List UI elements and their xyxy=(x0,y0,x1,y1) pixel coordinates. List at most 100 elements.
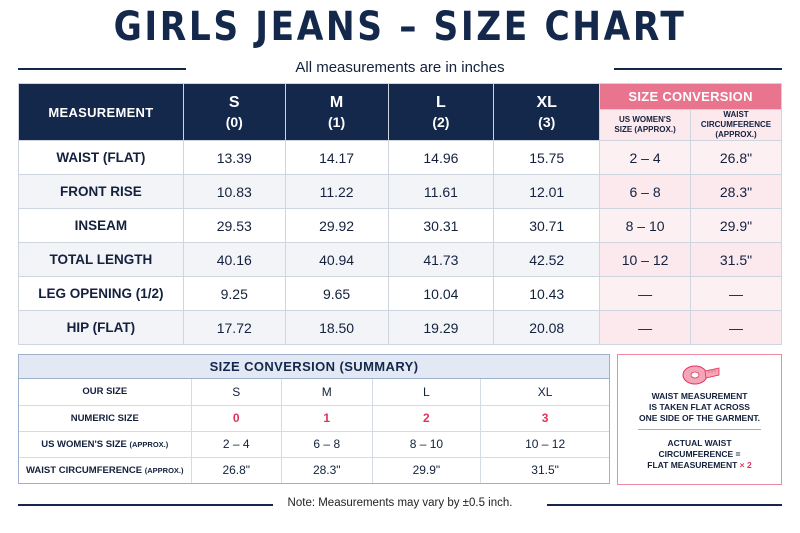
table-cell: S xyxy=(190,379,282,405)
table-cell: 11.61 xyxy=(387,174,495,209)
table-cell: 26.8" xyxy=(190,456,282,483)
row-label: WAIST (FLAT) xyxy=(18,140,184,175)
size-letter: S xyxy=(228,94,240,111)
table-cell: 0 xyxy=(190,404,282,431)
us-size-cell: 8 – 10 xyxy=(599,208,691,243)
table-row: INSEAM 29.53 29.92 30.31 30.71 8 – 10 29… xyxy=(18,208,782,243)
size-chart-table: MEASUREMENT S (0) M (1) L (2) XL (3) SIZ… xyxy=(18,83,782,345)
table-cell: 2 – 4 xyxy=(190,430,282,457)
waist-cell: — xyxy=(690,276,782,311)
page-title: GIRLS JEANS – SIZE CHART xyxy=(113,4,687,50)
row-label-suffix: (APPROX.) xyxy=(129,439,169,449)
row-label-text: US WOMEN'S SIZE xyxy=(41,438,127,450)
size-conversion-header: SIZE CONVERSION xyxy=(599,83,782,110)
table-cell: 17.72 xyxy=(182,310,286,345)
table-cell: 20.08 xyxy=(493,310,601,345)
table-row: FRONT RISE 10.83 11.22 11.61 12.01 6 – 8… xyxy=(18,174,782,209)
size-letter: M xyxy=(329,94,344,111)
waist-cell: 29.9" xyxy=(690,208,782,243)
row-label-text: NUMERIC SIZE xyxy=(70,412,139,424)
waist-cell: — xyxy=(690,310,782,345)
note-line: ONE SIDE OF THE GARMENT. xyxy=(639,413,760,423)
size-letter: XL xyxy=(536,94,557,111)
row-label: NUMERIC SIZE xyxy=(19,404,191,431)
table-cell: 8 – 10 xyxy=(371,430,481,457)
row-label: WAIST CIRCUMFERENCE (APPROX.) xyxy=(19,456,191,483)
table-cell: L xyxy=(371,379,481,405)
table-row: US WOMEN'S SIZE (APPROX.) 2 – 4 6 – 8 8 … xyxy=(19,430,609,457)
divider xyxy=(614,68,782,70)
table-row: WAIST (FLAT) 13.39 14.17 14.96 15.75 2 –… xyxy=(18,140,782,175)
table-cell: 29.92 xyxy=(284,208,389,243)
table-cell: 30.71 xyxy=(493,208,601,243)
table-cell: 41.73 xyxy=(387,242,495,277)
row-label: US WOMEN'S SIZE (APPROX.) xyxy=(19,430,191,457)
table-cell: 42.52 xyxy=(493,242,601,277)
table-cell: 18.50 xyxy=(284,310,389,345)
table-cell: 40.94 xyxy=(284,242,389,277)
table-row: HIP (FLAT) 17.72 18.50 19.29 20.08 — — xyxy=(18,310,782,345)
divider xyxy=(18,68,186,70)
table-cell: 10.83 xyxy=(182,174,286,209)
table-cell: 3 xyxy=(480,404,609,431)
size-header-m: M (1) xyxy=(284,83,389,141)
us-size-cell: 10 – 12 xyxy=(599,242,691,277)
table-cell: 11.22 xyxy=(284,174,389,209)
row-label: TOTAL LENGTH xyxy=(18,242,184,277)
size-number: (3) xyxy=(538,114,556,130)
summary-header: SIZE CONVERSION (SUMMARY) xyxy=(19,355,609,379)
row-label-text: WAIST CIRCUMFERENCE xyxy=(25,464,143,476)
table-row: LEG OPENING (1/2) 9.25 9.65 10.04 10.43 … xyxy=(18,276,782,311)
table-cell: 9.25 xyxy=(182,276,286,311)
row-label: FRONT RISE xyxy=(18,174,184,209)
waist-cell: 31.5" xyxy=(690,242,782,277)
subtitle-row: All measurements are in inches xyxy=(18,58,782,80)
row-label: HIP (FLAT) xyxy=(18,310,184,345)
note-line: IS TAKEN FLAT ACROSS xyxy=(649,402,750,412)
header-line: (APPROX.) xyxy=(715,130,757,139)
footer: Note: Measurements may vary by ±0.5 inch… xyxy=(18,495,782,515)
table-row: WAIST CIRCUMFERENCE (APPROX.) 26.8" 28.3… xyxy=(19,456,609,483)
size-letter: L xyxy=(436,94,446,111)
note-text-2: ACTUAL WAIST CIRCUMFERENCE = FLAT MEASUR… xyxy=(618,438,781,471)
table-row: OUR SIZE S M L XL xyxy=(19,379,609,405)
table-cell: 31.5" xyxy=(480,456,609,483)
size-header-xl: XL (3) xyxy=(493,83,601,141)
waist-note-box: WAIST MEASUREMENT IS TAKEN FLAT ACROSS O… xyxy=(617,354,782,485)
header-line: US WOMEN'S xyxy=(619,115,672,124)
row-label-suffix: (APPROX.) xyxy=(144,465,184,475)
size-header-l: L (2) xyxy=(387,83,495,141)
waist-circumference-header: WAIST CIRCUMFERENCE (APPROX.) xyxy=(690,109,782,141)
table-cell: 29.53 xyxy=(182,208,286,243)
table-cell: M xyxy=(281,379,373,405)
table-cell: 10.04 xyxy=(387,276,495,311)
table-cell: 6 – 8 xyxy=(281,430,373,457)
table-cell: 40.16 xyxy=(182,242,286,277)
size-number: (1) xyxy=(328,114,346,130)
size-number: (2) xyxy=(432,114,450,130)
summary-table: OUR SIZE S M L XL NUMERIC SIZE 0 1 2 3 U… xyxy=(19,379,609,483)
table-cell: 15.75 xyxy=(493,140,601,175)
header-line: SIZE (APPROX.) xyxy=(614,125,676,134)
row-label: OUR SIZE xyxy=(19,379,191,405)
table-cell: 1 xyxy=(281,404,373,431)
table-cell: 19.29 xyxy=(387,310,495,345)
us-womens-size-header: US WOMEN'S SIZE (APPROX.) xyxy=(599,109,691,141)
subtitle: All measurements are in inches xyxy=(295,59,505,76)
table-cell: 14.17 xyxy=(284,140,389,175)
row-label: INSEAM xyxy=(18,208,184,243)
table-row: NUMERIC SIZE 0 1 2 3 xyxy=(19,404,609,431)
note-line: WAIST MEASUREMENT xyxy=(651,391,748,401)
us-size-cell: 6 – 8 xyxy=(599,174,691,209)
table-cell: XL xyxy=(480,379,609,405)
row-label-text: OUR SIZE xyxy=(82,386,128,398)
table-cell: 28.3" xyxy=(281,456,373,483)
divider xyxy=(638,429,761,430)
table-cell: 13.39 xyxy=(182,140,286,175)
row-label: LEG OPENING (1/2) xyxy=(18,276,184,311)
table-cell: 29.9" xyxy=(371,456,481,483)
footer-note: Note: Measurements may vary by ±0.5 inch… xyxy=(287,497,513,509)
note-line: CIRCUMFERENCE = xyxy=(658,449,741,459)
note-line: ACTUAL WAIST xyxy=(667,438,732,448)
table-cell: 9.65 xyxy=(284,276,389,311)
